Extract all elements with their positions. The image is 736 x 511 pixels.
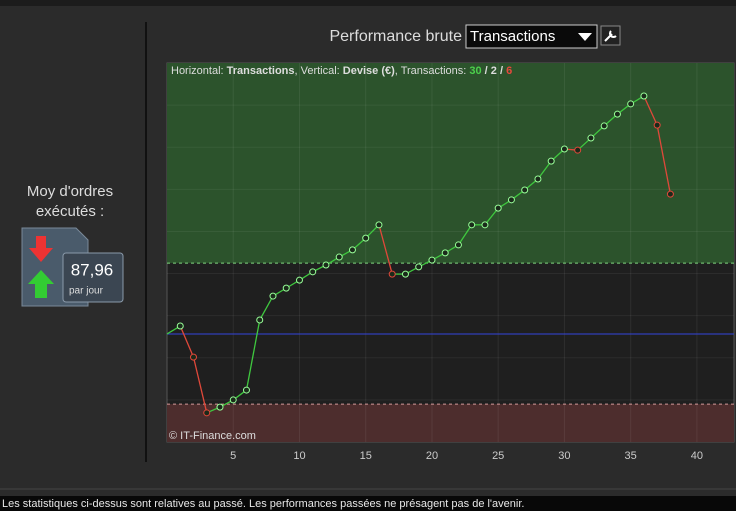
- trade-point: [613, 110, 621, 118]
- info-part: Transactions: [227, 65, 295, 77]
- trade-point: [468, 221, 476, 229]
- info-part: 2: [491, 65, 497, 77]
- down-arrow: [29, 236, 53, 262]
- equity-segment: [643, 95, 658, 126]
- trade-point: [627, 100, 635, 108]
- average-unit: par jour: [69, 286, 104, 297]
- trade-point: [189, 353, 197, 361]
- x-tick-label: 10: [293, 450, 305, 462]
- selector-text[interactable]: Transactions: [470, 28, 555, 45]
- info-part: Devise (€): [343, 65, 395, 77]
- info-part: 30: [469, 65, 481, 77]
- value-box: [62, 252, 124, 303]
- trade-point: [176, 322, 184, 330]
- equity-segment: [245, 319, 261, 391]
- trade-point: [322, 261, 330, 269]
- up-arrow: [28, 270, 54, 298]
- top-strip: [0, 0, 736, 6]
- trade-point: [282, 284, 290, 292]
- loss-zone: [167, 404, 734, 442]
- trade-point: [454, 241, 462, 249]
- trade-point: [481, 221, 489, 229]
- trade-point: [256, 316, 264, 324]
- equity-segment: [537, 160, 552, 180]
- trade-point: [203, 409, 211, 417]
- equity-segment: [179, 325, 195, 358]
- selector-arrow[interactable]: [578, 33, 592, 41]
- info-part: /: [497, 65, 506, 77]
- trade-point: [242, 386, 250, 394]
- trade-point: [269, 292, 277, 300]
- trade-point: [441, 249, 449, 257]
- x-tick-label: 35: [625, 450, 637, 462]
- x-tick-label: 15: [360, 450, 372, 462]
- selector[interactable]: Transactions: [465, 24, 598, 49]
- selector-box[interactable]: [465, 24, 598, 49]
- trade-point: [428, 256, 436, 264]
- settings-button[interactable]: [600, 25, 621, 46]
- equity-segment: [457, 224, 473, 246]
- side-label-1: Moy d'ordres exécutés :: [27, 183, 113, 220]
- trade-point: [547, 157, 555, 165]
- trade-point: [415, 263, 423, 271]
- trade-point: [362, 234, 370, 242]
- info-part: 6: [506, 65, 512, 77]
- equity-segment: [192, 356, 208, 413]
- trade-point: [507, 196, 515, 204]
- trade-point: [587, 134, 595, 142]
- trade-point: [229, 396, 237, 404]
- header-title: Performance brute: [329, 28, 462, 45]
- trade-point: [216, 403, 224, 411]
- x-tick-label: 25: [492, 450, 504, 462]
- x-tick-label: 30: [558, 450, 570, 462]
- equity-segment: [378, 224, 393, 275]
- plot: 5 10 15 20 25 30 35 40 Horizontal: Transactions,…: [166, 62, 735, 462]
- equity-segment: [656, 125, 672, 195]
- trade-point: [348, 246, 356, 254]
- trade-point: [494, 204, 502, 212]
- trade-point: [521, 186, 529, 194]
- x-tick-label: 20: [426, 450, 438, 462]
- trade-point: [335, 253, 343, 261]
- footer-bar: [0, 496, 736, 511]
- footer-text: Les statistiques ci-dessus sont relative…: [2, 498, 524, 510]
- info-part: Horizontal:: [171, 65, 227, 77]
- watermark: © IT-Finance.com: [169, 430, 256, 442]
- trade-point: [309, 268, 317, 276]
- trade-point: [600, 122, 608, 130]
- info-part: , Transactions:: [395, 65, 470, 77]
- trade-point: [653, 121, 661, 129]
- equity-segment: [484, 207, 499, 226]
- x-tick-label: 40: [691, 450, 703, 462]
- trade-point: [295, 276, 303, 284]
- x-tick-label: 5: [230, 450, 236, 462]
- trade-point: [375, 221, 383, 229]
- info-part: , Vertical:: [295, 65, 343, 77]
- trade-point: [401, 270, 409, 278]
- trade-point: [666, 190, 674, 198]
- info-part: /: [482, 65, 491, 77]
- profit-zone: [167, 63, 734, 264]
- trade-point: [534, 175, 542, 183]
- trade-point: [388, 270, 396, 278]
- chart-info: Horizontal: Transactions, Vertical: Devi…: [171, 65, 512, 77]
- average-value: 87,96: [71, 260, 114, 279]
- trade-point: [574, 146, 582, 154]
- wrench-icon[interactable]: [604, 30, 617, 42]
- trade-point: [560, 145, 568, 153]
- equity-segment: [259, 295, 274, 321]
- trade-point: [640, 92, 648, 100]
